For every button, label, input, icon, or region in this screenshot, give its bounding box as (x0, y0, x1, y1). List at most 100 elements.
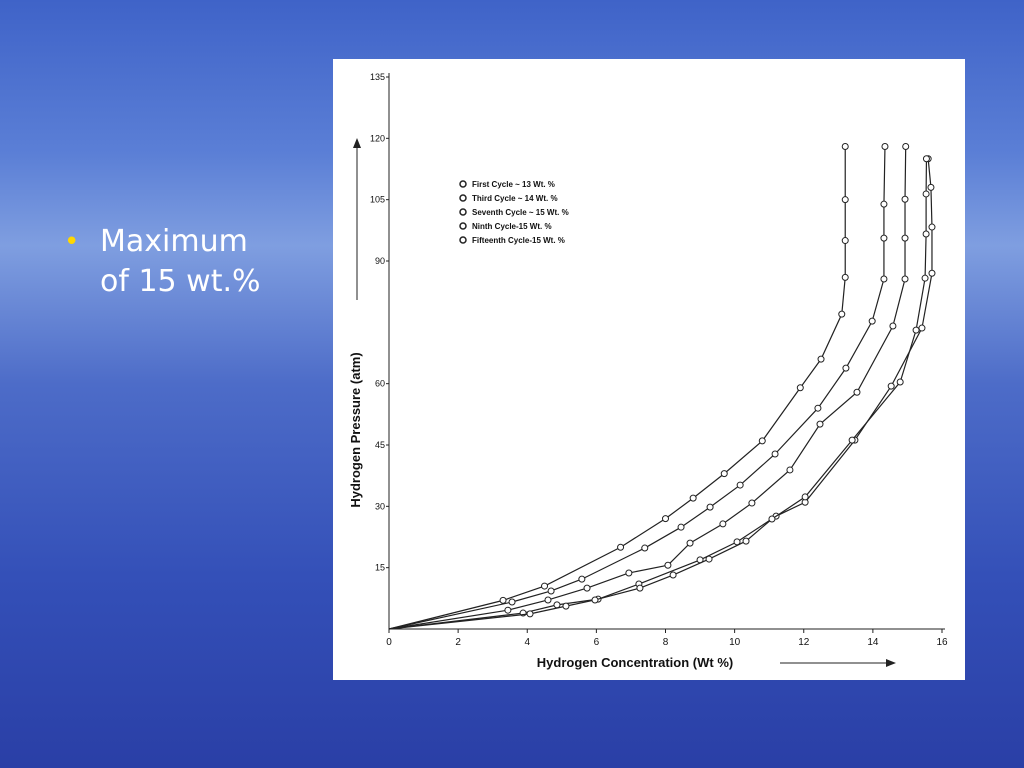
data-point (504, 606, 512, 614)
y-tick-label: 45 (375, 440, 385, 450)
data-point (786, 466, 794, 474)
data-point (499, 596, 507, 604)
data-point (881, 143, 889, 151)
data-point (842, 364, 850, 372)
data-point (912, 326, 920, 334)
data-point (928, 223, 936, 231)
x-tick-label: 4 (524, 637, 530, 648)
data-point (508, 598, 516, 606)
y-tick-label: 30 (375, 501, 385, 511)
data-point (706, 503, 714, 511)
data-point (553, 601, 561, 609)
bullet-dot: • (64, 227, 80, 257)
data-point (591, 596, 599, 604)
data-point (748, 499, 756, 507)
data-point (889, 322, 897, 330)
y-tick-label: 90 (375, 256, 385, 266)
x-tick-label: 2 (455, 637, 461, 648)
y-tick-label: 15 (375, 563, 385, 573)
data-point (768, 515, 776, 523)
data-point (896, 378, 904, 386)
data-point (801, 493, 809, 501)
legend-label: Fifteenth Cycle-15 Wt. % (472, 236, 565, 245)
legend-symbol (459, 208, 467, 216)
legend-symbol (459, 194, 467, 202)
x-arrowhead (886, 659, 896, 667)
data-point (901, 195, 909, 203)
data-point (927, 183, 935, 191)
data-point (841, 237, 849, 245)
x-tick-label: 8 (663, 637, 669, 648)
data-point (814, 404, 822, 412)
bullet: • Maximum of 15 wt.% (64, 222, 264, 302)
data-point (841, 273, 849, 281)
data-point (918, 324, 926, 332)
data-point (641, 544, 649, 552)
data-point (887, 382, 895, 390)
data-point (928, 269, 936, 277)
y-tick-label: 60 (375, 379, 385, 389)
y-arrowhead (353, 138, 361, 148)
data-point (617, 543, 625, 551)
data-point (921, 274, 929, 282)
data-point (922, 230, 930, 238)
legend-symbol (459, 180, 467, 188)
data-point (868, 317, 876, 325)
data-point (901, 275, 909, 283)
data-point (720, 470, 728, 478)
data-point (771, 450, 779, 458)
legend-label: First Cycle ~ 13 Wt. % (472, 180, 555, 189)
data-point (669, 571, 677, 579)
y-tick-label: 105 (370, 195, 385, 205)
data-point (719, 520, 727, 528)
x-tick-label: 0 (386, 637, 392, 648)
bullet-text: Maximum of 15 wt.% (100, 224, 261, 299)
chart-background (333, 59, 965, 680)
data-point (902, 143, 910, 151)
legend-label: Seventh Cycle ~ 15 Wt. % (472, 208, 569, 217)
data-point (526, 610, 534, 618)
data-point (562, 602, 570, 610)
data-point (922, 155, 930, 163)
data-point (544, 596, 552, 604)
data-point (664, 561, 672, 569)
data-point (662, 515, 669, 523)
data-point (689, 494, 697, 502)
data-point (541, 582, 549, 590)
x-tick-label: 16 (936, 637, 948, 648)
x-tick-label: 6 (594, 637, 600, 648)
data-point (796, 384, 804, 392)
series-line (388, 146, 886, 630)
data-point (742, 537, 750, 545)
data-point (758, 437, 766, 445)
series-line (388, 158, 933, 630)
x-tick-label: 12 (798, 637, 810, 648)
y-tick-label: 135 (370, 72, 385, 82)
data-point (736, 481, 744, 489)
data-point (578, 575, 586, 583)
data-point (583, 584, 591, 592)
legend-label: Third Cycle ~ 14 Wt. % (472, 194, 558, 203)
data-point (816, 420, 824, 428)
data-point (922, 190, 930, 198)
data-point (817, 355, 825, 363)
data-point (547, 587, 555, 595)
legend-symbol (459, 236, 467, 244)
y-tick-label: 120 (370, 133, 385, 143)
data-point (901, 234, 909, 242)
data-point (625, 569, 633, 577)
data-point (677, 523, 685, 531)
data-point (848, 436, 856, 444)
y-axis-title: Hydrogen Pressure (atm) (348, 352, 363, 507)
data-point (705, 555, 713, 563)
x-tick-label: 10 (729, 637, 741, 648)
data-point (686, 539, 694, 547)
x-axis-title: Hydrogen Concentration (Wt %) (537, 655, 733, 670)
data-point (853, 388, 861, 396)
legend-symbol (459, 222, 467, 230)
data-point (841, 143, 849, 151)
data-point (838, 310, 846, 318)
data-point (636, 584, 644, 592)
